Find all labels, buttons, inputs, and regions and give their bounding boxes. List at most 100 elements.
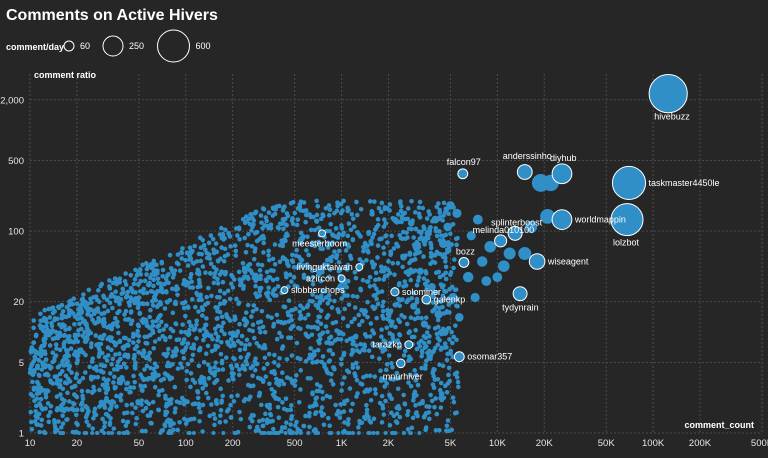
scatter-point	[383, 339, 388, 344]
scatter-point	[450, 221, 456, 227]
scatter-point-splinterboost[interactable]	[507, 225, 523, 241]
scatter-point	[279, 346, 285, 351]
scatter-point-meesterboom[interactable]	[318, 229, 327, 238]
scatter-point	[36, 411, 42, 417]
scatter-point-taskmaster4450le[interactable]	[611, 165, 647, 200]
scatter-point	[420, 205, 426, 211]
scatter-point	[454, 410, 459, 415]
scatter-point	[67, 399, 72, 404]
scatter-point-mnurhiver[interactable]	[396, 358, 406, 369]
scatter-point	[338, 201, 344, 207]
scatter-point-tarazkp[interactable]	[404, 340, 414, 350]
scatter-point	[301, 272, 307, 278]
scatter-point	[237, 321, 242, 327]
scatter-point	[174, 337, 180, 343]
scatter-point	[373, 292, 378, 298]
scatter-point	[342, 399, 347, 404]
scatter-point	[45, 327, 50, 332]
scatter-point	[170, 286, 175, 292]
size-legend-circle	[63, 40, 75, 52]
scatter-point	[140, 375, 145, 381]
scatter-point-lolzbot[interactable]	[610, 203, 644, 237]
scatter-point	[59, 312, 65, 318]
scatter-point	[254, 306, 259, 312]
scatter-point	[235, 393, 240, 398]
scatter-point	[133, 290, 138, 295]
scatter-point	[349, 211, 355, 217]
scatter-point	[427, 333, 432, 339]
scatter-point	[37, 373, 42, 379]
scatter-point-melinda010100[interactable]	[494, 234, 508, 248]
scatter-point	[187, 257, 193, 262]
scatter-point	[345, 323, 351, 329]
scatter-point	[417, 401, 422, 407]
scatter-point	[441, 296, 447, 302]
scatter-point	[375, 301, 381, 307]
scatter-point	[58, 425, 64, 430]
scatter-point-bozz[interactable]	[458, 256, 470, 268]
scatter-point	[288, 422, 293, 427]
size-legend-label: 600	[196, 41, 211, 51]
scatter-point	[311, 214, 316, 220]
scatter-point	[298, 368, 304, 373]
size-legend-circle	[102, 35, 124, 57]
scatter-point-anderssinho[interactable]	[516, 164, 533, 180]
scatter-point	[47, 343, 53, 348]
x-tick-label: 20	[72, 438, 83, 449]
scatter-point	[62, 356, 67, 362]
scatter-point	[103, 381, 109, 387]
scatter-point-hivebuzz[interactable]	[648, 74, 688, 114]
point-label-falcon97: falcon97	[447, 157, 481, 167]
scatter-point	[327, 297, 333, 303]
scatter-point	[294, 222, 300, 228]
scatter-point	[437, 362, 442, 368]
scatter-point	[397, 332, 403, 338]
scatter-point	[252, 367, 258, 373]
scatter-point	[152, 339, 158, 344]
scatter-point	[240, 363, 246, 368]
scatter-point-osomar357[interactable]	[453, 351, 465, 363]
scatter-point-slobberchops[interactable]	[280, 286, 289, 295]
scatter-point	[222, 227, 228, 233]
scatter-point-falcon97[interactable]	[457, 168, 469, 180]
scatter-point	[422, 345, 428, 351]
scatter-point	[52, 358, 57, 363]
scatter-point	[298, 230, 304, 236]
scatter-point	[248, 394, 253, 400]
scatter-point	[411, 290, 417, 296]
scatter-point	[354, 394, 359, 399]
scatter-point	[359, 307, 364, 313]
scatter-point	[205, 395, 211, 401]
scatter-point	[119, 374, 124, 380]
scatter-point	[98, 341, 104, 347]
scatter-point-galenkp[interactable]	[421, 294, 432, 305]
scatter-point	[167, 334, 173, 340]
scatter-point	[203, 322, 208, 328]
scatter-point-tydynrain[interactable]	[512, 286, 528, 302]
scatter-point	[437, 427, 442, 433]
scatter-point	[113, 298, 119, 304]
scatter-point	[310, 292, 315, 297]
scatter-point	[61, 344, 67, 349]
scatter-point	[401, 284, 406, 289]
scatter-point	[123, 271, 128, 276]
y-tick-label: 5	[19, 358, 24, 369]
scatter-point	[330, 254, 336, 259]
scatter-point-livinguktaiwan[interactable]	[355, 263, 364, 272]
scatter-point-wiseagent[interactable]	[528, 253, 546, 270]
scatter-point-solominer[interactable]	[390, 287, 400, 297]
scatter-point	[220, 393, 226, 399]
scatter-point-worldmappin[interactable]	[551, 209, 573, 230]
scatter-point	[152, 268, 157, 273]
scatter-point	[306, 252, 311, 258]
scatter-point	[218, 351, 224, 357]
scatter-point	[189, 297, 195, 302]
scatter-point	[211, 280, 217, 286]
scatter-point-azircon[interactable]	[337, 274, 346, 283]
scatter-point	[350, 349, 356, 355]
scatter-point-diyhub[interactable]	[551, 163, 573, 185]
scatter-point	[60, 401, 66, 406]
scatter-point	[341, 409, 347, 414]
scatter-point	[108, 325, 113, 331]
scatter-point	[212, 422, 217, 428]
